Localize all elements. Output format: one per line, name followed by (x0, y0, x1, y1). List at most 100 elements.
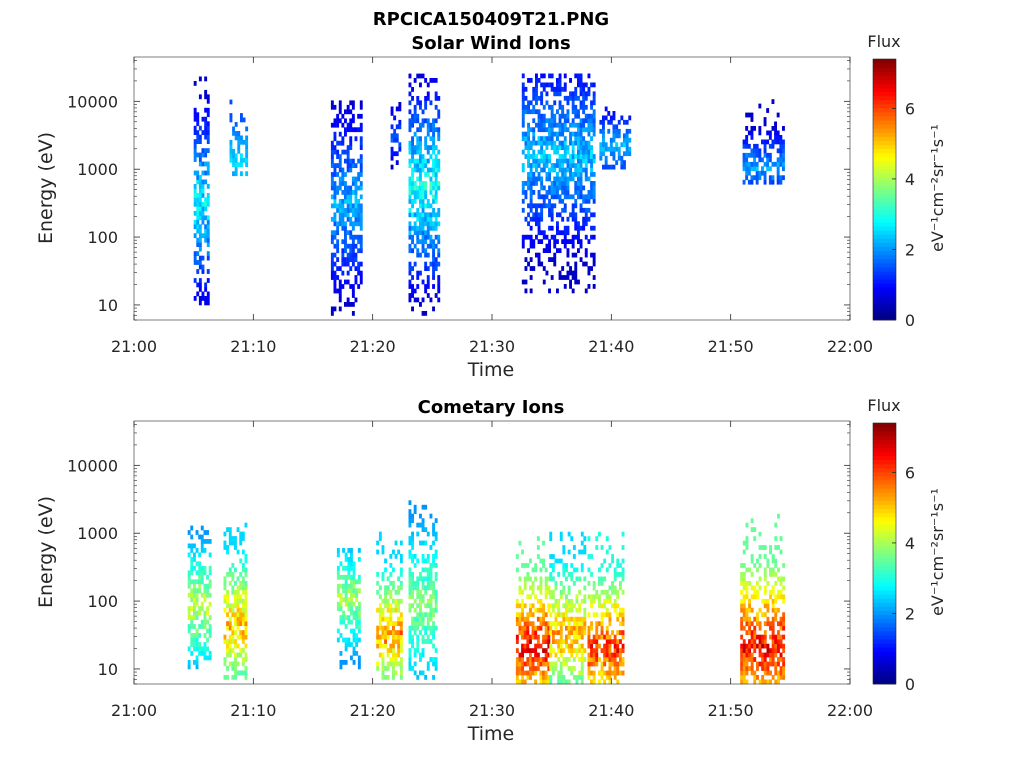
colorbar-segment (873, 226, 896, 231)
spectrogram-cell (758, 170, 762, 176)
spectrogram-cell (587, 207, 591, 213)
spectrogram-cell (763, 643, 767, 649)
spectrogram-cell (346, 243, 350, 249)
spectrogram-cell (416, 163, 420, 168)
spectrogram-cell (349, 284, 353, 289)
spectrogram-cell (566, 275, 570, 280)
spectrogram-cell (549, 536, 553, 541)
spectrogram-cell (529, 207, 533, 213)
spectrogram-cell (344, 302, 347, 307)
spectrogram-cell (579, 194, 583, 200)
spectrogram-cell (763, 679, 767, 685)
spectrogram-cell (556, 149, 559, 155)
spectrogram-cell (548, 118, 551, 124)
spectrogram-cell (408, 549, 412, 555)
colorbar-segment (873, 291, 896, 296)
spectrogram-cell (344, 552, 348, 558)
spectrogram-cell (779, 549, 783, 555)
spectrogram-cell (336, 257, 340, 262)
spectrogram-cell (628, 137, 632, 143)
spectrogram-cell (558, 198, 562, 204)
spectrogram-cell (590, 181, 593, 186)
spectrogram-cell (357, 655, 361, 661)
spectrogram-cell (537, 158, 541, 164)
spectrogram-cell (566, 149, 570, 155)
colorbar-segment (873, 262, 896, 268)
spectrogram-cell (542, 558, 545, 564)
spectrogram-cell (548, 154, 551, 159)
spectrogram-cell (578, 589, 582, 595)
spectrogram-cell (539, 567, 543, 573)
spectrogram-cell (769, 652, 772, 658)
spectrogram-cell (413, 199, 417, 204)
spectrogram-cell (421, 504, 425, 510)
spectrogram-cell (432, 140, 435, 146)
spectrogram-cell (774, 161, 777, 167)
spectrogram-cell (534, 567, 538, 573)
spectrogram-cell (532, 95, 536, 101)
spectrogram-cell (771, 675, 775, 680)
spectrogram-cell (540, 212, 544, 218)
spectrogram-cell (582, 109, 586, 115)
spectrogram-cell (545, 190, 549, 195)
spectrogram-cell (392, 634, 395, 640)
spectrogram-cell (542, 113, 546, 119)
spectrogram-cell (203, 592, 207, 598)
spectrogram-cell (545, 194, 549, 200)
spectrogram-cell (531, 581, 535, 586)
spectrogram-cell (745, 670, 749, 676)
spectrogram-cell (389, 657, 393, 662)
spectrogram-cell (740, 657, 744, 662)
spectrogram-cell (399, 580, 403, 586)
spectrogram-cell (240, 117, 243, 123)
spectrogram-cell (584, 91, 588, 97)
spectrogram-cell (200, 624, 204, 629)
spectrogram-cell (774, 612, 778, 618)
spectrogram-cell (523, 621, 527, 627)
spectrogram-cell (416, 643, 420, 649)
spectrogram-cell (611, 581, 614, 586)
spectrogram-cell (753, 143, 756, 149)
spectrogram-cell (239, 598, 243, 604)
spectrogram-cell (350, 552, 353, 558)
spectrogram-cell (397, 607, 401, 613)
spectrogram-cell (535, 78, 538, 83)
spectrogram-cell (766, 152, 770, 158)
spectrogram-cell (779, 666, 783, 671)
x-tick-label: 21:50 (708, 337, 754, 356)
spectrogram-cell (547, 630, 551, 635)
spectrogram-cell (336, 583, 340, 589)
spectrogram-cell (542, 163, 546, 168)
spectrogram-cell (592, 679, 596, 685)
spectrogram-cell (608, 621, 612, 627)
spectrogram-cell (341, 190, 345, 195)
colorbar-segment (873, 476, 896, 481)
spectrogram-cell (381, 572, 385, 577)
spectrogram-cell (333, 194, 337, 200)
spectrogram-cell (330, 306, 334, 312)
spectrogram-cell (587, 190, 591, 195)
spectrogram-cell (359, 194, 363, 200)
spectrogram-cell (742, 616, 746, 622)
spectrogram-cell (590, 621, 593, 627)
spectrogram-cell (193, 642, 196, 647)
spectrogram-cell (240, 139, 243, 145)
spectrogram-cell (608, 679, 612, 685)
spectrogram-cell (542, 621, 545, 627)
spectrogram-cell (547, 607, 551, 613)
spectrogram-cell (239, 607, 243, 613)
colorbar-segment (873, 160, 896, 166)
spectrogram-cell (208, 601, 212, 607)
spectrogram-cell (193, 583, 196, 589)
spectrogram-cell (357, 660, 361, 665)
spectrogram-cell (518, 616, 522, 622)
spectrogram-cell (583, 545, 587, 550)
spectrogram-cell (577, 185, 580, 191)
spectrogram-cell (351, 248, 355, 254)
spectrogram-cell (590, 252, 593, 258)
spectrogram-cell (232, 126, 235, 132)
spectrogram-cell (347, 574, 351, 580)
spectrogram-cell (437, 149, 441, 155)
spectrogram-cell (554, 661, 558, 667)
spectrogram-cell (419, 212, 422, 218)
